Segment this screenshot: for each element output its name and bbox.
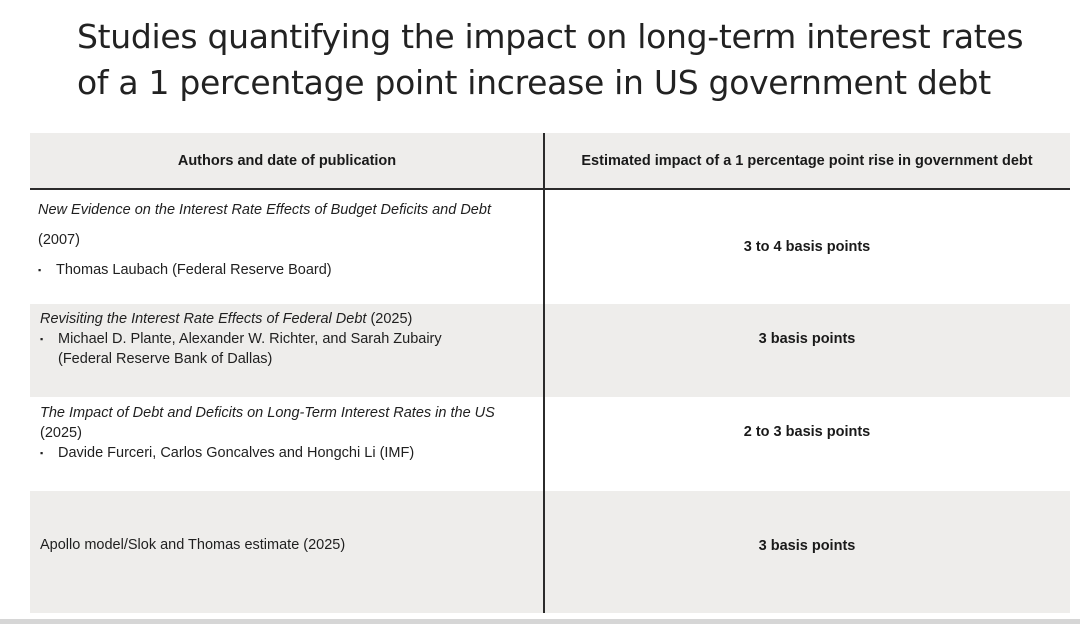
title-line-1: Studies quantifying the impact on long-t… (77, 17, 1024, 56)
table-row: Apollo model/Slok and Thomas estimate (2… (30, 491, 1070, 613)
study-title: New Evidence on the Interest Rate Effect… (38, 202, 491, 218)
header-impact: Estimated impact of a 1 percentage point… (581, 152, 1033, 169)
study-year: (2025) (40, 425, 82, 441)
row-4-study: Apollo model/Slok and Thomas estimate (2… (40, 537, 346, 553)
row-2-impact: 3 basis points (758, 331, 856, 347)
row-1-impact: 3 to 4 basis points (743, 239, 871, 255)
row-3-impact: 2 to 3 basis points (743, 424, 871, 440)
row-1-study: New Evidence on the Interest Rate Effect… (38, 195, 538, 285)
table-row: New Evidence on the Interest Rate Effect… (30, 190, 1070, 304)
studies-table: Authors and date of publication Estimate… (30, 133, 1070, 613)
table-header-row: Authors and date of publication Estimate… (30, 133, 1070, 190)
row-3-study: The Impact of Debt and Deficits on Long-… (40, 403, 540, 463)
author-bullet: ▪ Thomas Laubach (Federal Reserve Board) (38, 255, 538, 285)
column-divider (543, 133, 545, 613)
bullet-icon: ▪ (38, 265, 42, 275)
study-title-line: Revisiting the Interest Rate Effects of … (40, 309, 540, 329)
author-bullet: ▪ Michael D. Plante, Alexander W. Richte… (40, 329, 540, 349)
bullet-icon: ▪ (40, 334, 44, 344)
author-bullet: ▪ Davide Furceri, Carlos Goncalves and H… (40, 443, 540, 463)
study-authors-affiliation: (Federal Reserve Bank of Dallas) (58, 351, 273, 367)
title-line-2: of a 1 percentage point increase in US g… (77, 63, 991, 102)
table-row: The Impact of Debt and Deficits on Long-… (30, 397, 1070, 491)
table-row: Revisiting the Interest Rate Effects of … (30, 304, 1070, 397)
study-year: (2007) (38, 232, 80, 248)
page-title: Studies quantifying the impact on long-t… (77, 14, 1037, 106)
study-authors: Michael D. Plante, Alexander W. Richter,… (58, 331, 442, 347)
row-4-impact: 3 basis points (758, 538, 856, 554)
row-2-study: Revisiting the Interest Rate Effects of … (40, 309, 540, 369)
header-authors: Authors and date of publication (177, 152, 397, 169)
bullet-icon: ▪ (40, 448, 44, 458)
study-authors: Davide Furceri, Carlos Goncalves and Hon… (58, 445, 415, 461)
bottom-edge (0, 619, 1080, 624)
study-year: (2025) (370, 311, 413, 327)
study-title: Revisiting the Interest Rate Effects of … (40, 311, 367, 327)
study-title: The Impact of Debt and Deficits on Long-… (40, 405, 495, 421)
study-authors: Thomas Laubach (Federal Reserve Board) (56, 262, 332, 278)
